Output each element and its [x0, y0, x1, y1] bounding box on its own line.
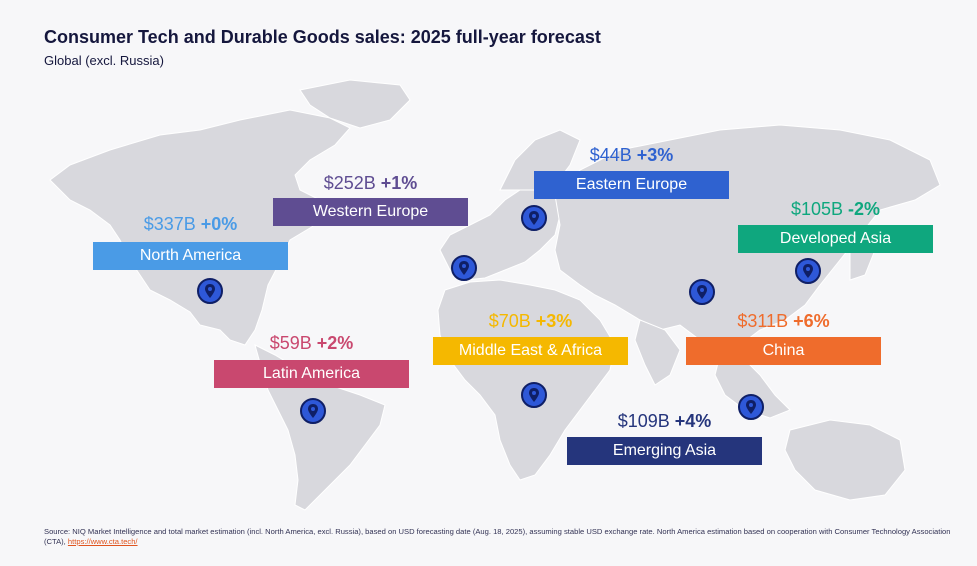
- region-value-china: $311B +6%: [686, 311, 881, 332]
- region-label-western-europe: Western Europe: [273, 198, 468, 226]
- continent-india: [634, 319, 681, 386]
- sales-value: $59B: [269, 333, 312, 353]
- growth-change: +1%: [380, 173, 418, 193]
- region-label-latin-america: Latin America: [214, 360, 409, 388]
- region-value-eastern-europe: $44B +3%: [534, 145, 729, 166]
- pin-glyph: [529, 388, 539, 402]
- growth-change: +2%: [316, 333, 354, 353]
- sales-value: $109B: [617, 411, 670, 431]
- sales-value: $311B: [737, 311, 789, 331]
- page-title: Consumer Tech and Durable Goods sales: 2…: [44, 27, 601, 47]
- continent-africa: [437, 279, 616, 481]
- sales-value: $337B: [143, 214, 196, 234]
- map-pin-icon[interactable]: [521, 205, 547, 231]
- map-pin-icon[interactable]: [197, 278, 223, 304]
- sales-value: $44B: [589, 145, 632, 165]
- pin-glyph: [803, 264, 813, 278]
- region-label-emerging-asia: Emerging Asia: [567, 437, 762, 465]
- region-value-north-america: $337B +0%: [93, 214, 288, 235]
- region-label-developed-asia: Developed Asia: [738, 225, 933, 253]
- region-value-emerging-asia: $109B +4%: [567, 411, 762, 432]
- region-label-china: China: [686, 337, 881, 365]
- sales-value: $105B: [790, 199, 844, 219]
- pin-glyph: [697, 285, 707, 299]
- continent-australia: [784, 419, 906, 501]
- map-pin-icon[interactable]: [689, 279, 715, 305]
- pin-glyph: [529, 211, 539, 225]
- map-pin-icon[interactable]: [451, 255, 477, 281]
- pin-glyph: [308, 404, 318, 418]
- growth-change: +4%: [674, 411, 712, 431]
- map-pin-icon[interactable]: [521, 382, 547, 408]
- region-value-western-europe: $252B +1%: [273, 173, 468, 194]
- map-pin-icon[interactable]: [795, 258, 821, 284]
- map-pin-icon[interactable]: [300, 398, 326, 424]
- source-link[interactable]: https://www.cta.tech/: [67, 537, 138, 546]
- pin-glyph: [746, 400, 756, 414]
- sales-value: $252B: [323, 173, 376, 193]
- growth-change: -2%: [848, 199, 881, 219]
- map-pin-icon[interactable]: [738, 394, 764, 420]
- sales-value: $70B: [488, 311, 531, 331]
- continent-southeast-asia: [714, 354, 791, 419]
- source-text: Source: NIQ Market Intelligence and tota…: [44, 527, 951, 546]
- region-label-middle-east-africa: Middle East & Africa: [433, 337, 628, 365]
- growth-change: +3%: [636, 145, 674, 165]
- growth-change: +3%: [535, 311, 573, 331]
- source-footnote: Source: NIQ Market Intelligence and tota…: [44, 527, 954, 547]
- region-value-latin-america: $59B +2%: [214, 333, 409, 354]
- region-label-eastern-europe: Eastern Europe: [534, 171, 729, 199]
- region-label-north-america: North America: [93, 242, 288, 270]
- growth-change: +6%: [793, 311, 830, 331]
- pin-glyph: [205, 284, 215, 298]
- region-value-developed-asia: $105B -2%: [738, 199, 933, 220]
- continent-greenland: [299, 79, 411, 129]
- pin-glyph: [459, 261, 469, 275]
- page-subtitle: Global (excl. Russia): [44, 53, 164, 68]
- region-value-middle-east-africa: $70B +3%: [433, 311, 628, 332]
- growth-change: +0%: [200, 214, 238, 234]
